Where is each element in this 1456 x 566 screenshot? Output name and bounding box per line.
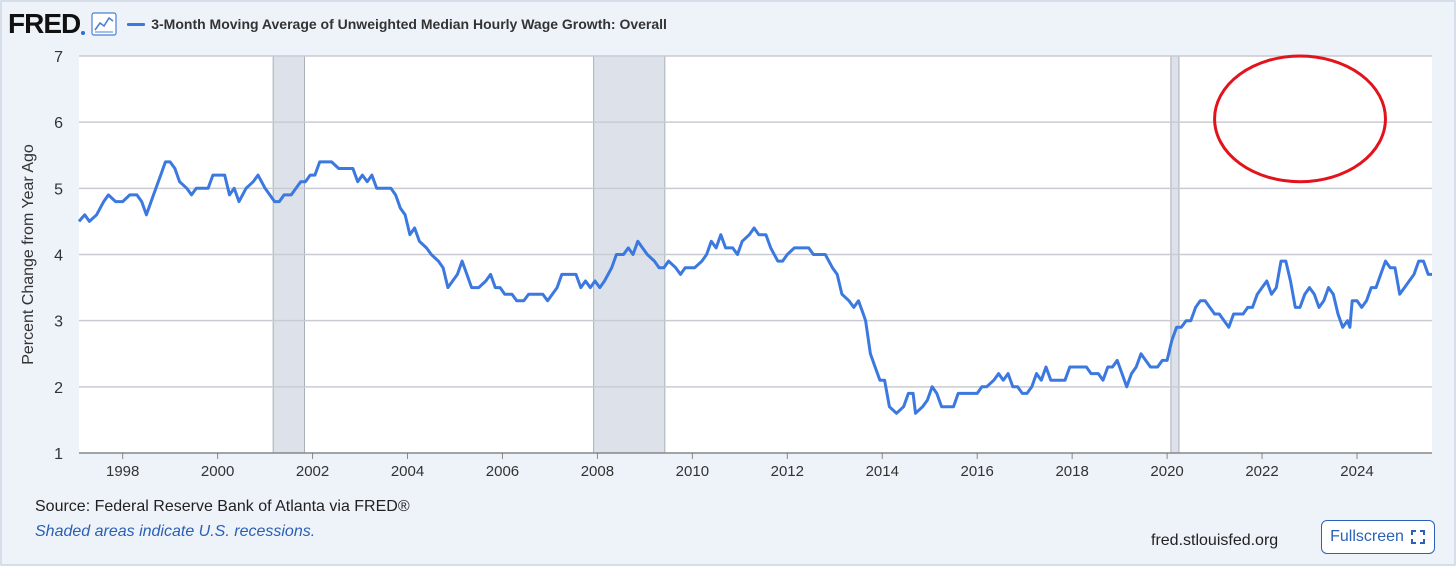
x-tick-label: 2002: [296, 463, 329, 480]
x-tick-label: 2008: [581, 463, 614, 480]
legend: 3-Month Moving Average of Unweighted Med…: [127, 16, 667, 32]
x-tick-label: 2000: [201, 463, 234, 480]
fullscreen-icon: [1410, 530, 1425, 544]
x-tick-label: 2018: [1055, 463, 1088, 480]
x-tick-label: 2024: [1340, 463, 1373, 480]
y-tick-label: 5: [54, 181, 63, 198]
fullscreen-label: Fullscreen: [1330, 528, 1404, 545]
x-tick-label: 2010: [676, 463, 709, 480]
y-tick-label: 4: [54, 248, 63, 265]
highlight-ellipse: [1213, 54, 1387, 184]
x-tick-label: 2020: [1150, 463, 1183, 480]
x-tick-label: 2006: [486, 463, 519, 480]
fred-logo-dot: [81, 31, 86, 35]
chart-header: FRED 3-Month Moving Average of Unweighte…: [8, 8, 667, 40]
site-url[interactable]: fred.stlouisfed.org: [1151, 532, 1279, 549]
series-line: [77, 160, 1432, 415]
x-tick-label: 2012: [771, 463, 804, 480]
x-tick-label: 1998: [106, 463, 139, 480]
y-tick-label: 2: [54, 380, 63, 397]
fullscreen-button[interactable]: Fullscreen: [1321, 520, 1435, 554]
source-text: Source: Federal Reserve Bank of Atlanta …: [35, 498, 410, 515]
recession-note: Shaded areas indicate U.S. recessions.: [35, 523, 316, 540]
x-tick-label: 2014: [866, 463, 899, 480]
legend-swatch: [127, 22, 146, 26]
y-axis-label: Percent Change from Year Ago: [20, 144, 37, 365]
x-tick-label: 2016: [961, 463, 994, 480]
legend-label: 3-Month Moving Average of Unweighted Med…: [151, 16, 667, 32]
y-tick-label: 3: [54, 314, 63, 331]
x-tick-label: 2022: [1245, 463, 1278, 480]
y-tick-label: 6: [54, 115, 63, 132]
fred-logo[interactable]: FRED: [8, 8, 81, 39]
y-tick-label: 7: [54, 49, 63, 66]
x-tick-label: 2004: [391, 463, 424, 480]
graph-icon[interactable]: [91, 12, 117, 36]
y-tick-label: 1: [54, 446, 63, 463]
